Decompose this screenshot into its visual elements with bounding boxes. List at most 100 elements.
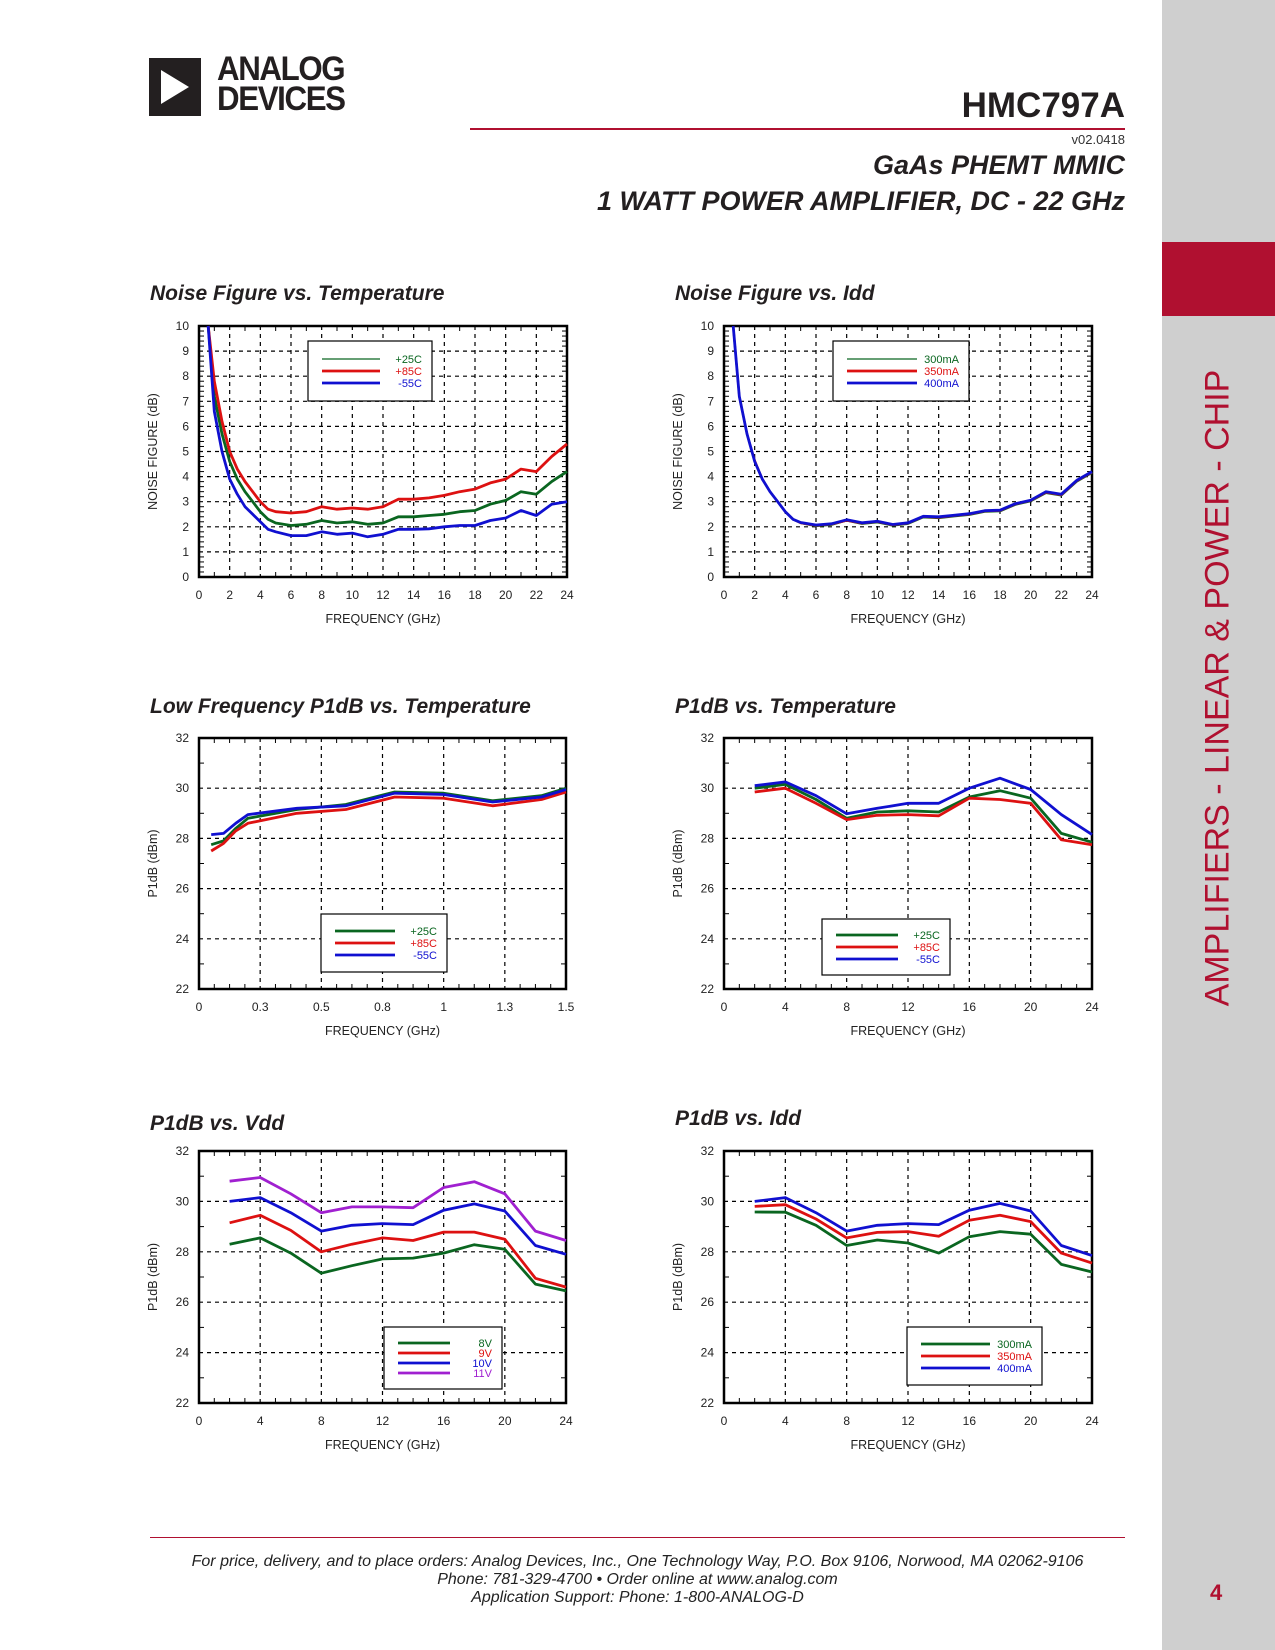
p1db-vs-idd-xtick-label: 24 [1085,1414,1099,1428]
nf-vs-idd-ytick-label: 9 [707,344,714,358]
p1db-vs-idd-ylabel: P1dB (dBm) [671,1243,685,1311]
p1db-vs-vdd-series-11V [229,1176,567,1242]
p1db-vs-vdd-ytick-label: 26 [176,1295,190,1309]
chart-title-nf-vs-idd: Noise Figure vs. Idd [675,282,875,305]
nf-vs-temp-xtick-label: 20 [499,588,513,602]
lf-p1db-vs-temp-ytick-label: 26 [176,882,190,896]
p1db-vs-temp-series--55C [754,776,1093,836]
p1db-vs-temp-ytick-label: 30 [701,781,715,795]
lf-p1db-vs-temp-ytick-label: 22 [176,982,190,996]
p1db-vs-vdd-legend-label-8V: 8V [479,1338,493,1350]
nf-vs-idd-ytick-label: 8 [707,369,714,383]
chart-title-p1db-vs-temp: P1dB vs. Temperature [675,695,896,718]
p1db-vs-vdd-ytick-label: 22 [176,1396,190,1410]
page-number: 4 [1210,1580,1223,1605]
p1db-vs-temp-xtick-label: 12 [901,1000,915,1014]
nf-vs-temp-ytick-label: 7 [182,394,189,408]
version: v02.0418 [1071,132,1126,147]
p1db-vs-temp-ytick-label: 26 [701,882,715,896]
p1db-vs-temp-xtick-label: 4 [782,1000,789,1014]
nf-vs-temp-series--55C [206,325,568,539]
nf-vs-idd-xtick-label: 16 [963,588,977,602]
p1db-vs-idd-xtick-label: 12 [901,1414,915,1428]
nf-vs-idd-xtick-label: 0 [721,588,728,602]
p1db-vs-vdd-legend-label-9V: 9V [479,1348,493,1360]
p1db-vs-idd-ytick-label: 28 [701,1245,715,1259]
nf-vs-temp-xtick-label: 12 [376,588,390,602]
nf-vs-temp-ytick-label: 2 [182,520,189,534]
nf-vs-idd-xtick-label: 10 [871,588,885,602]
p1db-vs-temp-xtick-label: 16 [963,1000,977,1014]
p1db-vs-idd-ytick-label: 30 [701,1194,715,1208]
footer-line3: Application Support: Phone: 1-800-ANALOG… [471,1589,804,1606]
nf-vs-idd-xtick-label: 20 [1024,588,1038,602]
nf-vs-idd-ytick-label: 2 [707,520,714,534]
p1db-vs-vdd-xtick-label: 8 [318,1414,325,1428]
nf-vs-temp-ytick-label: 10 [176,319,190,333]
nf-vs-temp-legend-label-+85C: +85C [395,366,422,378]
footer-line2: Phone: 781-329-4700 • Order online at ww… [437,1571,838,1588]
lf-p1db-vs-temp-xtick-label: 1.3 [496,1000,513,1014]
nf-vs-idd-xtick-label: 4 [782,588,789,602]
p1db-vs-temp-ytick-label: 32 [701,731,715,745]
nf-vs-idd-ytick-label: 4 [707,470,714,484]
lf-p1db-vs-temp-plot-frame [197,736,568,991]
p1db-vs-vdd-xtick-label: 4 [257,1414,264,1428]
p1db-vs-temp-ytick-label: 28 [701,831,715,845]
nf-vs-idd-xtick-label: 24 [1085,588,1099,602]
footer-line1: For price, delivery, and to place orders… [191,1553,1084,1570]
p1db-vs-temp-ytick-label: 22 [701,982,715,996]
lf-p1db-vs-temp-series-+85C [210,790,567,853]
nf-vs-temp-xtick-label: 0 [196,588,203,602]
p1db-vs-vdd-plot-frame [197,1149,568,1405]
lf-p1db-vs-temp-series-+25C [210,786,567,847]
chart-title-nf-vs-temp: Noise Figure vs. Temperature [150,282,445,305]
nf-vs-temp-plot-frame [197,324,569,579]
nf-vs-temp-xtick-label: 14 [407,588,421,602]
nf-vs-temp-legend-label-+25C: +25C [395,354,422,366]
logo-text: ANALOG DEVICES [217,52,346,116]
nf-vs-idd-ytick-label: 3 [707,495,714,509]
lf-p1db-vs-temp-ytick-label: 24 [176,932,190,946]
nf-vs-temp-xtick-label: 24 [560,588,574,602]
chart-title-p1db-vs-vdd: P1dB vs. Vdd [150,1112,285,1135]
p1db-vs-temp-legend-label-+85C: +85C [913,942,940,954]
p1db-vs-idd-series-300mA [754,1210,1093,1274]
p1db-vs-vdd-xtick-label: 24 [559,1414,573,1428]
nf-vs-idd-ytick-label: 7 [707,394,714,408]
nf-vs-idd-ylabel: NOISE FIGURE (dB) [671,393,685,510]
nf-vs-temp-xtick-label: 2 [226,588,233,602]
header-divider [470,128,1125,130]
nf-vs-idd-series-400mA [731,325,1093,527]
p1db-vs-temp-xtick-label: 24 [1085,1000,1099,1014]
nf-vs-idd-ytick-label: 6 [707,419,714,433]
p1db-vs-vdd-xtick-label: 16 [437,1414,451,1428]
nf-vs-idd-xlabel: FREQUENCY (GHz) [850,612,965,626]
p1db-vs-vdd-series-9V [229,1213,567,1289]
nf-vs-temp-ytick-label: 1 [182,545,189,559]
nf-vs-idd-plot-frame [722,324,1094,579]
lf-p1db-vs-temp-xtick-label: 0.3 [252,1000,269,1014]
p1db-vs-vdd-xtick-label: 0 [196,1414,203,1428]
p1db-vs-vdd-ytick-label: 28 [176,1245,190,1259]
nf-vs-temp-xtick-label: 10 [346,588,360,602]
p1db-vs-idd-ytick-label: 24 [701,1346,715,1360]
lf-p1db-vs-temp-ytick-label: 28 [176,831,190,845]
sidebar-accent [1162,242,1275,316]
nf-vs-idd-xtick-label: 22 [1055,588,1069,602]
nf-vs-idd-ytick-label: 5 [707,445,714,459]
footer: For price, delivery, and to place orders… [150,1553,1125,1607]
p1db-vs-temp-series-+85C [754,786,1093,847]
p1db-vs-temp-xtick-label: 8 [843,1000,850,1014]
nf-vs-idd-ytick-label: 1 [707,545,714,559]
nf-vs-idd-legend-label-400mA: 400mA [924,378,960,390]
subtitle-line2: 1 WATT POWER AMPLIFIER, DC - 22 GHz [596,186,1125,216]
p1db-vs-idd-series-350mA [754,1203,1093,1265]
nf-vs-temp-ylabel: NOISE FIGURE (dB) [146,393,160,510]
nf-vs-temp-ytick-label: 4 [182,470,189,484]
nf-vs-temp-ytick-label: 0 [182,570,189,584]
nf-vs-idd-legend-label-350mA: 350mA [924,366,960,378]
p1db-vs-idd-ytick-label: 32 [701,1144,715,1158]
p1db-vs-vdd-xtick-label: 20 [498,1414,512,1428]
